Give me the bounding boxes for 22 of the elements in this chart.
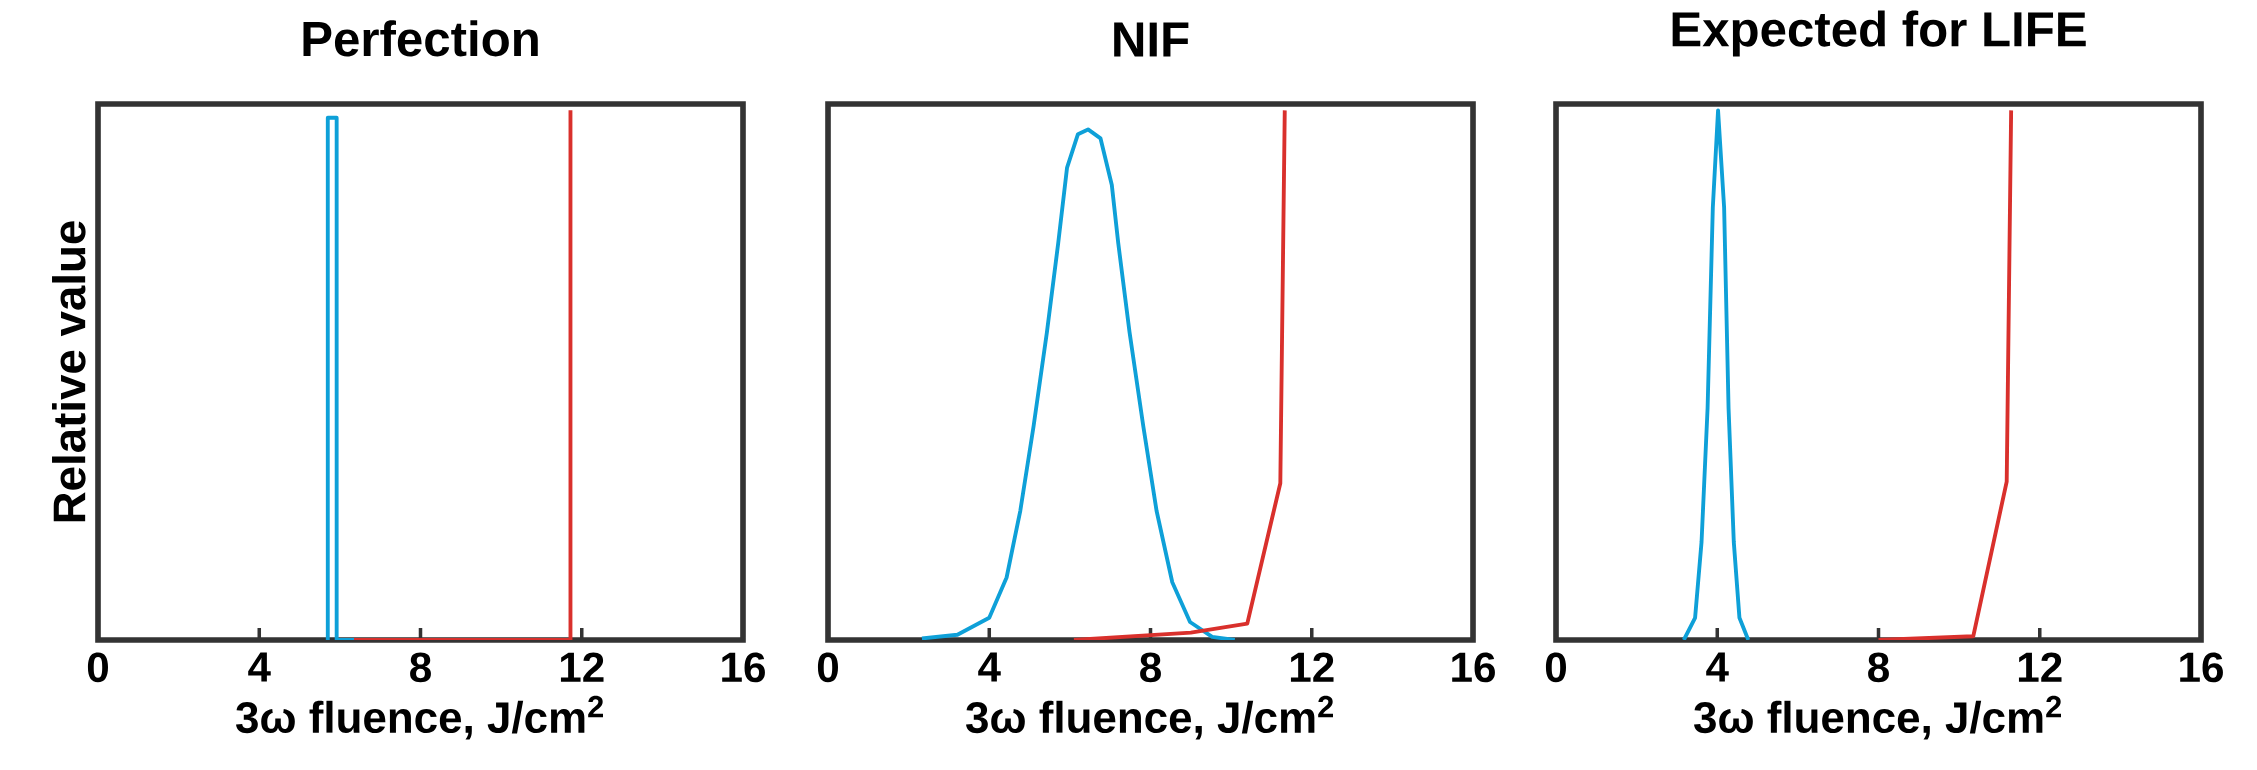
x-tick-label: 16 [722, 652, 765, 683]
y-axis-title: Relative value [52, 221, 86, 522]
x-axis-title: 3ω fluence, J/cm$^{2}$ [1694, 695, 2061, 740]
x-tick-label: 8 [410, 652, 431, 683]
x-tick-label: 16 [2180, 652, 2223, 683]
x-tick-label: 12 [2018, 652, 2062, 682]
chart-title: NIF [1114, 22, 1189, 57]
x-tick-label: 16 [1452, 652, 1495, 683]
x-tick-label: 0 [817, 652, 839, 683]
x-axis-title: 3ω fluence, J/cm$^{2}$ [966, 695, 1333, 740]
x-tick-label: 0 [1545, 652, 1566, 683]
x-tick-label: 4 [1706, 652, 1729, 682]
chart-title: Perfection [303, 20, 538, 57]
x-tick-label: 12 [1290, 652, 1334, 682]
x-tick-label: 8 [1868, 652, 1889, 683]
x-tick-label: 8 [1140, 652, 1161, 683]
x-tick-label: 0 [87, 652, 108, 683]
x-tick-label: 4 [978, 652, 1001, 682]
x-tick-label: 12 [560, 652, 604, 682]
x-axis-title: 3ω fluence, J/cm$^{2}$ [236, 695, 603, 740]
x-tick-label: 4 [248, 652, 271, 682]
chart-title: Expected for LIFE [1672, 10, 2086, 57]
